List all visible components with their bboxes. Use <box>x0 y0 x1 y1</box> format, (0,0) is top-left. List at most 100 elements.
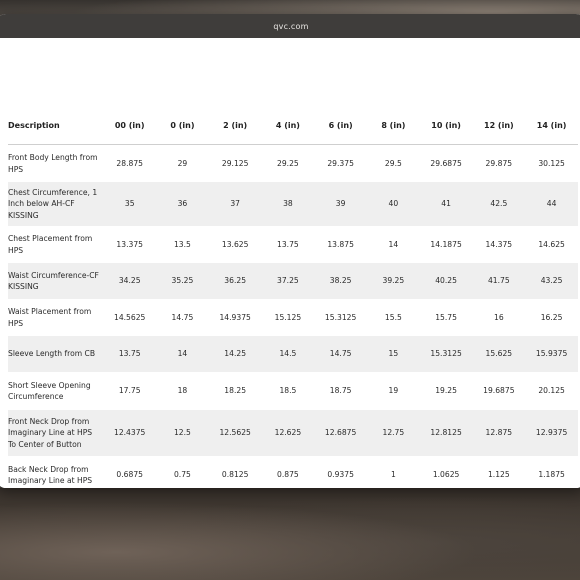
table-cell: 13.625 <box>221 239 249 249</box>
browser-window: qvc.com Description 00 (in) 0 (in) 2 (in… <box>0 14 580 488</box>
table-cell: 12.9375 <box>525 410 578 456</box>
page-content: Description 00 (in) 0 (in) 2 (in) 4 (in)… <box>0 38 580 488</box>
row-description: Chest Placement from HPS <box>8 234 93 255</box>
table-cell: 35.25 <box>156 263 209 299</box>
table-cell: 29 <box>177 158 188 168</box>
table-cell: 29.5 <box>384 158 402 168</box>
table-cell: 29.375 <box>327 158 354 168</box>
table-cell: 41.75 <box>472 263 526 299</box>
table-cell: 13.75 <box>277 239 299 249</box>
table-cell: 18.75 <box>329 386 352 396</box>
row-description: Waist Placement from HPS <box>8 307 92 328</box>
table-cell: 12.625 <box>261 410 315 456</box>
table-row: Chest Circumference, 1 Inch below AH-CF … <box>8 182 578 226</box>
table-cell: 20.125 <box>538 386 565 396</box>
column-header: 10 (in) <box>419 106 473 145</box>
table-cell: 29.875 <box>485 158 513 168</box>
row-description: Sleeve Length from CB <box>8 336 104 372</box>
column-header: 0 (in) <box>156 106 209 145</box>
table-cell: 13.75 <box>103 336 157 372</box>
table-cell: 15.9375 <box>525 336 578 372</box>
table-cell: 38 <box>261 182 315 226</box>
url-bar[interactable]: qvc.com <box>0 14 580 38</box>
table-cell: 1.0625 <box>432 470 460 480</box>
table-cell: 39 <box>314 182 367 226</box>
table-cell: 15.75 <box>435 312 457 322</box>
table-cell: 36.25 <box>208 263 262 299</box>
table-cell: 16 <box>494 312 504 322</box>
table-cell: 35 <box>103 182 157 226</box>
table-cell: 12.75 <box>367 410 420 456</box>
table-cell: 12.6875 <box>314 410 367 456</box>
column-header: 14 (in) <box>525 106 578 145</box>
table-cell: 40.25 <box>419 263 473 299</box>
table-cell: 0.6875 <box>116 470 143 480</box>
table-cell: 12.8125 <box>419 410 473 456</box>
table-cell: 14.9375 <box>219 312 251 322</box>
table-cell: 14.75 <box>171 312 194 322</box>
table-cell: 14.5 <box>261 336 315 372</box>
table-cell: 0.875 <box>277 470 299 480</box>
table-cell: 15.625 <box>472 336 526 372</box>
table-cell: 14.625 <box>538 239 565 249</box>
table-cell: 41 <box>419 182 473 226</box>
table-cell: 37 <box>208 182 262 226</box>
column-header: 4 (in) <box>261 106 315 145</box>
table-cell: 15.125 <box>274 312 302 322</box>
table-cell: 12.5625 <box>208 410 262 456</box>
table-cell: 1.125 <box>487 470 510 480</box>
url-text: qvc.com <box>273 21 309 31</box>
row-description: Front Body Length from HPS <box>8 153 98 174</box>
row-description: Back Neck Drop from Imaginary Line at HP… <box>8 464 93 486</box>
column-header: 2 (in) <box>208 106 262 145</box>
table-row: Front Neck Drop from Imaginary Line at H… <box>8 410 578 456</box>
column-header: 00 (in) <box>103 106 157 145</box>
table-cell: 14.25 <box>208 336 262 372</box>
table-cell: 12.5 <box>156 410 209 456</box>
table-cell: 13.875 <box>327 239 354 249</box>
table-cell: 28.875 <box>116 158 143 168</box>
table-cell: 37.25 <box>261 263 315 299</box>
table-cell: 13.5 <box>173 239 191 249</box>
column-header: 6 (in) <box>314 106 367 145</box>
table-cell: 42.5 <box>472 182 526 226</box>
table-cell: 15.3125 <box>324 312 357 322</box>
table-row: Waist Placement from HPS 14.5625 14.75 1… <box>8 299 578 336</box>
column-header: 8 (in) <box>367 106 420 145</box>
table-cell: 18.25 <box>224 386 247 396</box>
table-cell: 36 <box>156 182 209 226</box>
row-description: Waist Circumference-CF KISSING <box>8 263 104 299</box>
table-cell: 0.9375 <box>327 470 354 480</box>
table-cell: 14 <box>156 336 209 372</box>
table-cell: 39.25 <box>367 263 420 299</box>
table-cell: 15 <box>367 336 420 372</box>
table-cell: 14.75 <box>314 336 367 372</box>
table-cell: 14.5625 <box>113 312 146 322</box>
table-cell: 0.75 <box>173 470 191 480</box>
table-cell: 34.25 <box>103 263 157 299</box>
table-cell: 30.125 <box>538 158 565 168</box>
size-chart-table: Description 00 (in) 0 (in) 2 (in) 4 (in)… <box>8 106 578 488</box>
table-cell: 40 <box>367 182 420 226</box>
table-cell: 12.875 <box>472 410 526 456</box>
table-cell: 38.25 <box>314 263 367 299</box>
table-cell: 18.5 <box>279 386 297 396</box>
table-cell: 16.25 <box>540 312 563 322</box>
row-description: Chest Circumference, 1 Inch below AH-CF … <box>8 182 104 226</box>
background-blur-bottom <box>0 488 580 580</box>
table-row: Back Neck Drop from Imaginary Line at HP… <box>8 456 578 488</box>
table-row: Sleeve Length from CB 13.75 14 14.25 14.… <box>8 336 578 372</box>
table-cell: 29.6875 <box>430 158 462 168</box>
table-cell: 1 <box>390 470 396 480</box>
table-cell: 18 <box>177 386 188 396</box>
column-header: 12 (in) <box>472 106 526 145</box>
row-description: Front Neck Drop from Imaginary Line at H… <box>8 410 104 456</box>
table-row: Front Body Length from HPS 28.875 29 29.… <box>8 145 578 183</box>
table-cell: 13.375 <box>116 239 143 249</box>
table-row: Short Sleeve Opening Circumference 17.75… <box>8 372 578 410</box>
row-description: Short Sleeve Opening Circumference <box>8 380 91 402</box>
table-cell: 19 <box>388 386 399 396</box>
table-cell: 1.1875 <box>538 470 565 480</box>
table-cell: 43.25 <box>525 263 578 299</box>
table-cell: 19.6875 <box>483 386 515 396</box>
